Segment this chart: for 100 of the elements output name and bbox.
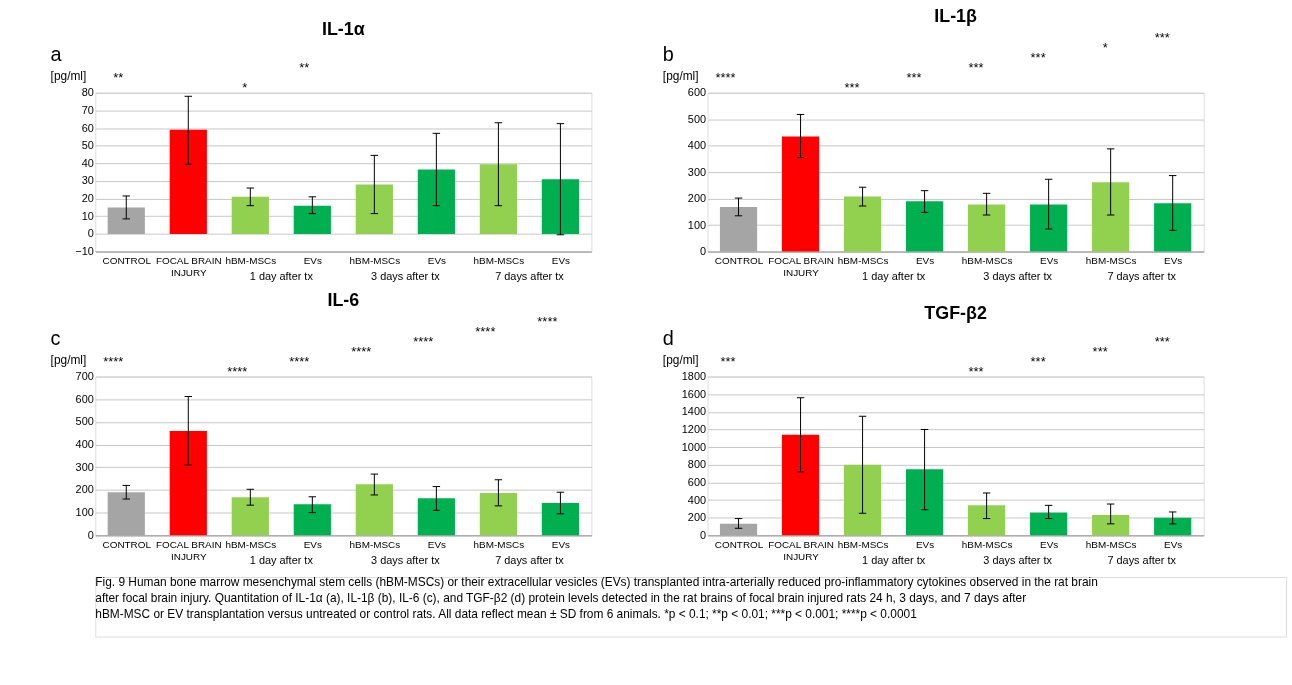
x-tick-label: EVs: [303, 538, 322, 550]
x-tick-label: CONTROL: [714, 538, 764, 550]
y-tick-label: 500: [687, 112, 707, 125]
x-tick-label: hBM-MSCs: [837, 254, 889, 266]
bar: [169, 129, 207, 234]
x-tick-label: hBM-MSCs: [349, 538, 401, 550]
text: ***: [720, 353, 736, 369]
bar: [781, 434, 820, 536]
text: ***: [1092, 343, 1108, 359]
x-tick-label: hBM-MSCs: [837, 538, 889, 550]
y-tick-label: 0: [87, 528, 94, 541]
text: 1 day after tx: [862, 554, 926, 567]
bar: [417, 169, 455, 234]
x-tick-label: FOCAL BRAIN INJURY: [155, 254, 222, 278]
x-tick-label: FOCAL BRAIN INJURY: [768, 538, 834, 562]
x-tick-label: hBM-MSCs: [473, 254, 525, 266]
x-tick-label: EVs: [1164, 254, 1183, 266]
chart-title: IL-1β: [934, 6, 978, 27]
text: 3 days after tx: [983, 270, 1053, 283]
bar: [479, 164, 517, 234]
bar: [968, 204, 1006, 252]
y-tick-label: 300: [75, 460, 94, 473]
y-tick-label: 600: [687, 86, 707, 99]
text: ***: [1154, 30, 1170, 46]
text: ***: [968, 59, 984, 75]
y-tick-label: 300: [687, 165, 707, 178]
y-tick-label: 600: [687, 475, 707, 488]
y-axis-title: [pg/ml]: [50, 68, 87, 83]
x-tick-label: hBM-MSCs: [349, 254, 401, 266]
text: **: [113, 69, 124, 85]
bar: [1030, 204, 1068, 252]
y-tick-label: 70: [81, 103, 94, 116]
y-tick-label: 40: [81, 156, 94, 169]
text: 7 days after tx: [495, 270, 565, 283]
bar: [1154, 203, 1192, 252]
y-tick-label: 0: [87, 227, 94, 240]
x-tick-label: EVs: [551, 254, 571, 266]
bar: [905, 201, 944, 252]
y-tick-label: 500: [75, 415, 94, 428]
text: 1 day after tx: [249, 270, 314, 283]
x-tick-label: CONTROL: [714, 254, 764, 266]
annotation: *: [242, 79, 248, 95]
bar: [541, 502, 580, 536]
x-tick-label: EVs: [303, 254, 322, 266]
x-tick-label: hBM-MSCs: [225, 538, 277, 550]
x-tick-label: hBM-MSCs: [961, 254, 1013, 266]
y-axis-title: [pg/ml]: [662, 352, 699, 367]
annotation: ***: [844, 79, 860, 95]
text: a: [50, 43, 63, 65]
x-tick-label: CONTROL: [102, 538, 152, 550]
text: ****: [413, 333, 434, 349]
y-tick-label: 80: [81, 86, 94, 99]
chart-title: IL-1α: [321, 19, 365, 40]
text: 3 days after tx: [371, 554, 441, 567]
y-tick-label: 200: [687, 511, 707, 524]
x-tick-label: hBM-MSCs: [473, 538, 525, 550]
y-tick-label: 200: [75, 483, 94, 496]
text: ***: [906, 69, 922, 85]
x-tick-label: EVs: [916, 538, 935, 550]
y-tick-label: 400: [75, 438, 94, 451]
y-tick-label: 100: [687, 218, 707, 231]
text: ****: [537, 313, 558, 329]
y-axis-title: [pg/ml]: [662, 68, 699, 83]
text: ***: [1154, 333, 1170, 349]
y-tick-label: 0: [699, 528, 707, 541]
y-tick-label: −10: [75, 245, 94, 257]
text: 7 days after tx: [1107, 554, 1177, 567]
bar: [169, 431, 207, 536]
bar: [1154, 517, 1192, 536]
x-tick-label: FOCAL BRAIN INJURY: [768, 254, 834, 278]
x-tick-label: hBM-MSCs: [1085, 538, 1137, 550]
x-tick-label: EVs: [916, 254, 935, 266]
text: 3 days after tx: [983, 554, 1053, 567]
text: ***: [1030, 50, 1046, 65]
bar: [843, 464, 882, 536]
x-tick-label: EVs: [1164, 538, 1183, 550]
x-tick-label: EVs: [1040, 254, 1059, 266]
y-tick-label: 600: [75, 392, 94, 405]
y-tick-label: 400: [687, 139, 707, 152]
bar: [417, 498, 455, 536]
y-tick-label: 1800: [681, 370, 707, 383]
x-tick-label: EVs: [551, 538, 571, 550]
x-tick-label: CONTROL: [102, 254, 152, 266]
text: c: [50, 326, 61, 349]
x-tick-label: EVs: [427, 254, 446, 266]
y-tick-label: 1600: [681, 387, 707, 400]
y-axis-title: [pg/ml]: [50, 352, 87, 367]
bar: [1092, 182, 1130, 252]
y-tick-label: 1000: [681, 440, 707, 453]
bar: [231, 497, 269, 536]
x-tick-label: hBM-MSCs: [1085, 254, 1137, 266]
bar: [355, 184, 393, 234]
y-tick-label: 60: [81, 121, 94, 134]
bar: [843, 196, 882, 252]
text: ****: [103, 353, 124, 369]
text: ****: [289, 353, 310, 369]
bar: [541, 179, 580, 234]
bar: [1092, 515, 1130, 536]
x-tick-label: hBM-MSCs: [225, 254, 277, 266]
y-tick-label: 0: [699, 245, 707, 257]
